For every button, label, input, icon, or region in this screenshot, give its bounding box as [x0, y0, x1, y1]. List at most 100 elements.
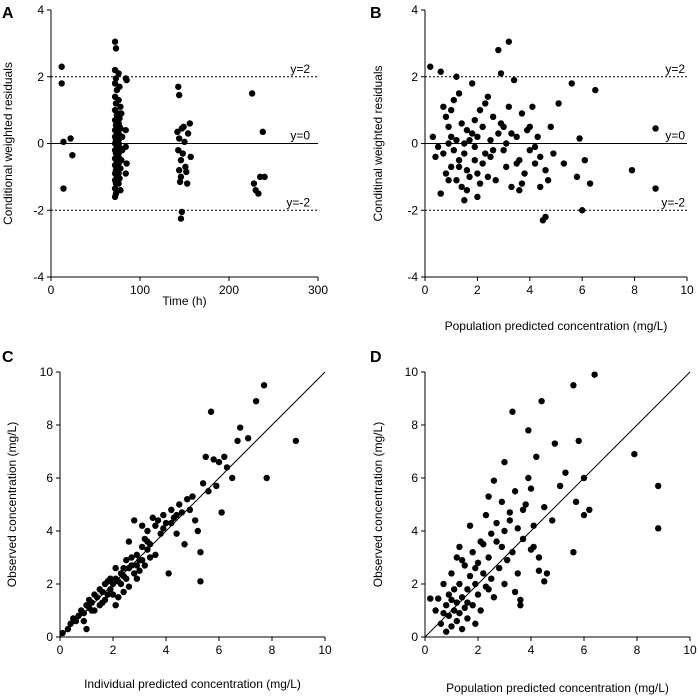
panel-c-data-point: [160, 511, 167, 519]
panel-a-data-point: [58, 63, 65, 70]
panel-a-data-point: [111, 185, 119, 192]
panel-d-data-point: [474, 591, 482, 598]
panel-b-data-point: [474, 193, 481, 201]
panel-b-letter: B: [370, 5, 382, 22]
panel-c-data-point: [189, 493, 196, 500]
panel-b-data-point: [526, 123, 533, 131]
panel-a-data-point: [112, 45, 120, 52]
panel-a-data-point: [175, 83, 182, 90]
panel-d-data-point: [490, 594, 498, 601]
panel-d-data-point: [488, 530, 495, 537]
panel-c-data-point: [260, 382, 268, 389]
panel-c-y-tick-label: 8: [46, 418, 53, 432]
panel-d-y-tick-label: 2: [411, 577, 418, 591]
panel-a-data-point: [122, 126, 129, 134]
panel-d-identity-line: [424, 371, 691, 638]
panel-b-data-point: [466, 136, 473, 144]
panel-a-data-point: [261, 173, 268, 181]
panel-b-data-point: [453, 136, 460, 144]
panel-c-data-point: [109, 580, 117, 588]
panel-a-data-point: [256, 173, 264, 181]
panel-b-data-point: [497, 70, 505, 77]
panel-b-data-point: [484, 93, 492, 100]
panel-a-data-point: [111, 193, 119, 201]
panel-a-data-point: [123, 160, 130, 167]
panel-b-data-point: [560, 160, 568, 167]
panel-b-data-point: [652, 125, 659, 132]
panel-b-data-point: [586, 180, 594, 187]
panel-d-data-point: [498, 498, 506, 506]
panel-b-data-point: [448, 163, 455, 171]
panel-c-data-point: [67, 620, 74, 627]
panel-c-data-point: [112, 602, 119, 609]
panel-a-reference-label: y=-2: [286, 195, 310, 209]
panel-d-data-point: [496, 564, 503, 572]
panel-a-data-point: [177, 215, 185, 222]
panel-c-data-point: [88, 607, 96, 614]
panel-a-data-point: [179, 150, 186, 157]
panel-d-y-tick-label: 10: [405, 365, 419, 379]
panel-b-data-point: [526, 146, 533, 154]
panel-b-data-point: [442, 170, 450, 177]
panel-a-data-point: [117, 187, 124, 194]
panel-c-data-point: [186, 506, 194, 513]
panel-b-data-point: [455, 90, 463, 97]
panel-d-data-point: [453, 554, 460, 561]
panel-d-x-tick-label: 6: [581, 643, 588, 657]
panel-c-data-point: [138, 556, 146, 564]
panel-a-data-point: [178, 208, 186, 216]
panel-d-data-point: [522, 501, 529, 508]
panel-d-data-point: [517, 596, 524, 604]
panel-b-data-point: [453, 177, 460, 184]
panel-b-data-point: [471, 156, 478, 164]
panel-a-data-point: [116, 83, 123, 90]
panel-c-x-tick-label: 6: [216, 643, 223, 657]
panel-c-data-point: [191, 517, 199, 524]
panel-c-data-point: [131, 517, 138, 524]
panel-a-y-tick-label: 4: [37, 3, 44, 17]
panel-c-data-point: [99, 588, 106, 596]
panel-c-data-point: [88, 599, 96, 606]
panel-c-data-point: [205, 488, 212, 495]
panel-d-x-tick-label: 2: [475, 643, 482, 657]
panel-c-data-point: [215, 458, 223, 466]
panel-c-data-point: [80, 609, 88, 617]
panel-b-data-point: [479, 160, 486, 167]
panel-c-data-point: [109, 591, 117, 598]
panel-b-data-point: [471, 143, 478, 151]
panel-d-data-point: [485, 586, 492, 593]
panel-b-data-point: [461, 197, 468, 204]
panel-b-data-point: [555, 100, 562, 107]
panel-c-x-tick-label: 2: [110, 643, 117, 657]
panel-d-data-point: [464, 615, 471, 622]
panel-b-data-point: [573, 173, 581, 181]
panel-d-data-point: [472, 580, 479, 588]
panel-b-data-point: [484, 173, 492, 181]
panel-b-data-point: [432, 153, 439, 161]
panel-b-data-point: [427, 63, 434, 70]
panel-c-data-point: [72, 617, 80, 625]
panel-d-data-point: [488, 575, 495, 582]
panel-c-data-point: [99, 599, 106, 606]
panel-a-y-tick-label: 2: [37, 70, 44, 84]
panel-a-data-point: [123, 76, 130, 84]
panel-b-data-point: [508, 130, 515, 137]
panel-b-data-point: [437, 68, 444, 75]
panel-c-data-point: [83, 625, 90, 633]
panel-b-data-point: [440, 150, 447, 157]
panel-c-data-point: [123, 556, 130, 564]
panel-d-data-point: [490, 477, 498, 484]
panel-b-data-point: [542, 167, 549, 174]
panel-b-data-point: [537, 153, 544, 161]
panel-c-data-point: [178, 509, 186, 516]
panel-d-data-point: [466, 522, 474, 529]
panel-b-data-point: [450, 146, 458, 154]
panel-a-data-point: [175, 135, 183, 142]
panel-a-data-point: [181, 138, 188, 146]
panel-c-data-point: [120, 564, 127, 572]
panel-d-data-point: [448, 596, 455, 604]
panel-a-data-point: [116, 115, 123, 122]
panel-d-data-point: [535, 554, 543, 561]
panel-c-data-point: [194, 527, 201, 535]
panel-b-data-point: [492, 177, 499, 184]
